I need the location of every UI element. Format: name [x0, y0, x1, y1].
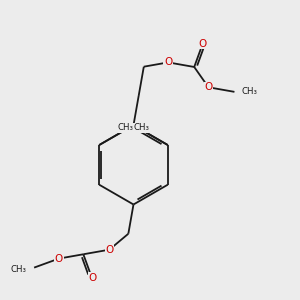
Text: O: O: [204, 82, 213, 92]
Text: O: O: [164, 57, 172, 68]
Text: O: O: [55, 254, 63, 264]
Text: CH₃: CH₃: [11, 265, 27, 274]
Text: CH₃: CH₃: [118, 123, 134, 132]
Text: CH₃: CH₃: [133, 123, 149, 132]
Text: CH₃: CH₃: [242, 87, 258, 96]
Text: O: O: [198, 39, 206, 49]
Text: O: O: [105, 245, 113, 255]
Text: O: O: [89, 273, 97, 283]
